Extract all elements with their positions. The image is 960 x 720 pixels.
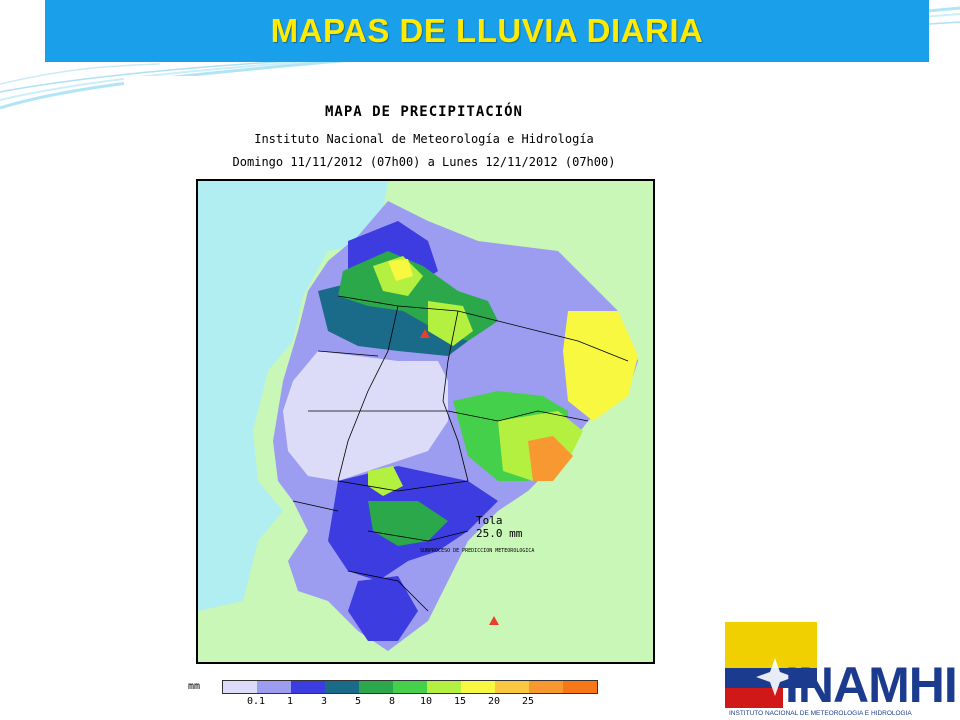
zone-yellow-east [563, 311, 638, 421]
scale-bar [222, 680, 598, 694]
inamhi-flag-icon [725, 622, 817, 708]
scale-swatch [223, 681, 257, 693]
station-legend: Tola 25.0 mm [476, 514, 522, 540]
zone-orange [528, 436, 573, 481]
map-frame [196, 179, 655, 664]
map-period: Domingo 11/11/2012 (07h00) a Lunes 12/11… [232, 155, 616, 169]
zone-yellow-north [388, 259, 413, 281]
scale-swatch [257, 681, 291, 693]
station-marker-icon [420, 329, 430, 338]
scale-tick: 10 [419, 696, 433, 707]
scale-tick: 3 [320, 696, 328, 707]
scale-tick: 15 [453, 696, 467, 707]
logo-subtitle: INSTITUTO NACIONAL DE METEOROLOGIA E HID… [729, 710, 912, 717]
scale-tick: 1 [286, 696, 294, 707]
zone-dark-south2 [348, 576, 418, 641]
scale-tick: 20 [487, 696, 501, 707]
scale-swatch [291, 681, 325, 693]
scale-swatch [563, 681, 597, 693]
map-credit: SUBPROCESO DE PREDICCION METEOROLOGICA [420, 548, 535, 554]
province-borders [292, 295, 629, 612]
ocean-area [198, 181, 388, 611]
scale-swatch [461, 681, 495, 693]
precipitation-map-panel: MAPA DE PRECIPITACIÓN Instituto Nacional… [124, 76, 724, 720]
scale-unit: mm [188, 681, 201, 692]
scale-ticks: 0.1 1 3 5 8 10 15 20 25 [222, 696, 642, 710]
scale-tick: 8 [388, 696, 396, 707]
zone-green-south [368, 501, 448, 546]
legend-marker-icon [489, 616, 499, 625]
precipitation-scale: mm 0.1 1 3 5 8 10 15 20 25 [188, 678, 708, 718]
scale-swatch [427, 681, 461, 693]
scale-tick: 5 [354, 696, 362, 707]
scale-tick: 0.1 [246, 696, 266, 707]
scale-swatch [495, 681, 529, 693]
station-value: 25.0 mm [476, 527, 523, 540]
inamhi-logo: INAMHI INSTITUTO NACIONAL DE METEOROLOGI… [725, 620, 960, 720]
scale-swatch [529, 681, 563, 693]
precipitation-map [198, 181, 638, 651]
station-name: Tola [476, 514, 503, 527]
scale-swatch [393, 681, 427, 693]
zone-lightgreen-center [368, 466, 403, 496]
zone-light-east [483, 316, 563, 391]
map-title: MAPA DE PRECIPITACIÓN [324, 104, 523, 120]
scale-swatch [359, 681, 393, 693]
slide-title: MAPAS DE LLUVIA DIARIA [270, 12, 704, 49]
title-banner: MAPAS DE LLUVIA DIARIA [45, 0, 929, 62]
map-institution: Instituto Nacional de Meteorología e Hid… [254, 132, 594, 146]
scale-swatch [325, 681, 359, 693]
scale-tick: 25 [521, 696, 535, 707]
zone-light [283, 351, 448, 481]
logo-wordmark: INAMHI [785, 657, 958, 713]
